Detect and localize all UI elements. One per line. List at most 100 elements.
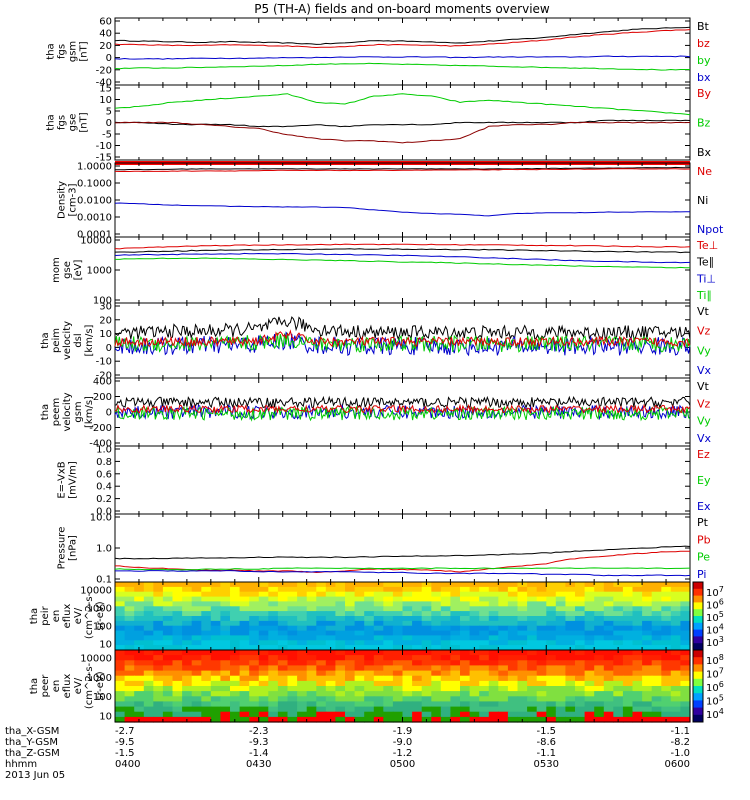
heatmap-cell bbox=[143, 711, 154, 718]
heatmap-cell bbox=[383, 630, 394, 637]
legend-entry: Bx bbox=[697, 146, 712, 159]
heatmap-cell bbox=[153, 670, 164, 677]
heatmap-cell bbox=[431, 645, 442, 651]
heatmap-cell bbox=[373, 616, 384, 622]
heatmap-cell bbox=[575, 680, 586, 687]
heatmap-cell bbox=[594, 601, 605, 607]
heatmap-cell bbox=[306, 701, 317, 708]
heatmap-cell bbox=[498, 701, 509, 708]
heatmap-cell bbox=[440, 611, 451, 617]
heatmap-cell bbox=[364, 670, 375, 677]
heatmap-cell bbox=[622, 620, 634, 627]
heatmap-cell bbox=[345, 591, 356, 598]
heatmap-cell bbox=[575, 616, 586, 622]
heatmap-cell bbox=[642, 696, 653, 702]
heatmap-cell bbox=[622, 635, 634, 641]
y-tick-label: 1.0 bbox=[96, 445, 112, 456]
heatmap-cell bbox=[115, 582, 126, 588]
heatmap-cell bbox=[373, 701, 384, 708]
heatmap-cell bbox=[345, 686, 356, 692]
heatmap-cell bbox=[335, 625, 346, 632]
heatmap-cell bbox=[392, 655, 404, 661]
heatmap-cell bbox=[316, 645, 327, 651]
heatmap-cell bbox=[584, 601, 595, 607]
heatmap-cell bbox=[575, 606, 586, 612]
heatmap-cell bbox=[373, 611, 384, 617]
heatmap-cell bbox=[143, 701, 154, 708]
heatmap-cell bbox=[191, 670, 202, 677]
heatmap-cell bbox=[354, 591, 365, 598]
heatmap-cell bbox=[297, 650, 308, 656]
heatmap-cell bbox=[575, 635, 586, 641]
heatmap-cell bbox=[460, 640, 471, 646]
heatmap-cell bbox=[527, 665, 538, 672]
heatmap-cell bbox=[297, 706, 308, 713]
heatmap-cell bbox=[421, 670, 432, 677]
legend-entry: Bz bbox=[697, 117, 711, 130]
heatmap-cell bbox=[364, 625, 375, 632]
heatmap-cell bbox=[412, 611, 423, 617]
heatmap-cell bbox=[258, 620, 269, 627]
heatmap-cell bbox=[230, 696, 241, 702]
heatmap-cell bbox=[402, 680, 413, 687]
heatmap-cell bbox=[115, 596, 126, 603]
heatmap-cell bbox=[134, 660, 145, 666]
heatmap-cell bbox=[507, 711, 519, 718]
heatmap-cell bbox=[277, 596, 289, 603]
heatmap-cell bbox=[191, 665, 202, 672]
heatmap-cell bbox=[201, 606, 212, 612]
y-tick-label: 30 bbox=[99, 302, 112, 313]
heatmap-cell bbox=[124, 691, 135, 697]
heatmap-cell bbox=[268, 591, 279, 598]
heatmap-cell bbox=[153, 701, 164, 708]
heatmap-cell bbox=[527, 686, 538, 692]
heatmap-cell bbox=[345, 711, 356, 718]
heatmap-cell bbox=[507, 645, 519, 651]
heatmap-cell bbox=[469, 706, 480, 713]
heatmap-cell bbox=[536, 606, 547, 612]
heatmap-cell bbox=[172, 640, 183, 646]
heatmap-cell bbox=[249, 670, 260, 677]
heatmap-cell bbox=[431, 616, 442, 622]
heatmap-cell bbox=[517, 601, 528, 607]
heatmap-cell bbox=[143, 625, 154, 632]
heatmap-cell bbox=[364, 616, 375, 622]
heatmap-cell bbox=[239, 635, 250, 641]
heatmap-cell bbox=[153, 691, 164, 697]
heatmap-cell bbox=[517, 625, 528, 632]
heatmap-cell bbox=[546, 655, 557, 661]
heatmap-cell bbox=[517, 696, 528, 702]
heatmap-cell bbox=[469, 616, 480, 622]
heatmap-cell bbox=[249, 655, 260, 661]
heatmap-cell bbox=[335, 635, 346, 641]
heatmap-cell bbox=[622, 650, 634, 656]
heatmap-cell bbox=[230, 606, 241, 612]
axis-row-value: 0530 bbox=[534, 759, 559, 770]
heatmap-cell bbox=[172, 620, 183, 627]
colorbar-segment bbox=[693, 707, 703, 716]
heatmap-cell bbox=[594, 635, 605, 641]
heatmap-cell bbox=[172, 686, 183, 692]
heatmap-cell bbox=[450, 625, 461, 632]
heatmap-cell bbox=[373, 680, 384, 687]
heatmap-cell bbox=[680, 586, 691, 593]
heatmap-cell bbox=[469, 625, 480, 632]
heatmap-cell bbox=[431, 620, 442, 627]
y-axis-label: eV/ bbox=[73, 677, 84, 694]
heatmap-cell bbox=[297, 711, 308, 718]
heatmap-cell bbox=[277, 655, 289, 661]
heatmap-cell bbox=[172, 665, 183, 672]
heatmap-cell bbox=[450, 701, 461, 708]
heatmap-cell bbox=[230, 596, 241, 603]
heatmap-cell bbox=[191, 635, 202, 641]
heatmap-cell bbox=[546, 596, 557, 603]
heatmap-cell bbox=[584, 620, 595, 627]
heatmap-cell bbox=[287, 586, 298, 593]
heatmap-cell bbox=[134, 606, 145, 612]
heatmap-cell bbox=[651, 716, 662, 723]
heatmap-cell bbox=[460, 675, 471, 682]
heatmap-cell bbox=[162, 601, 174, 607]
heatmap-cell bbox=[345, 586, 356, 593]
heatmap-cell bbox=[268, 670, 279, 677]
